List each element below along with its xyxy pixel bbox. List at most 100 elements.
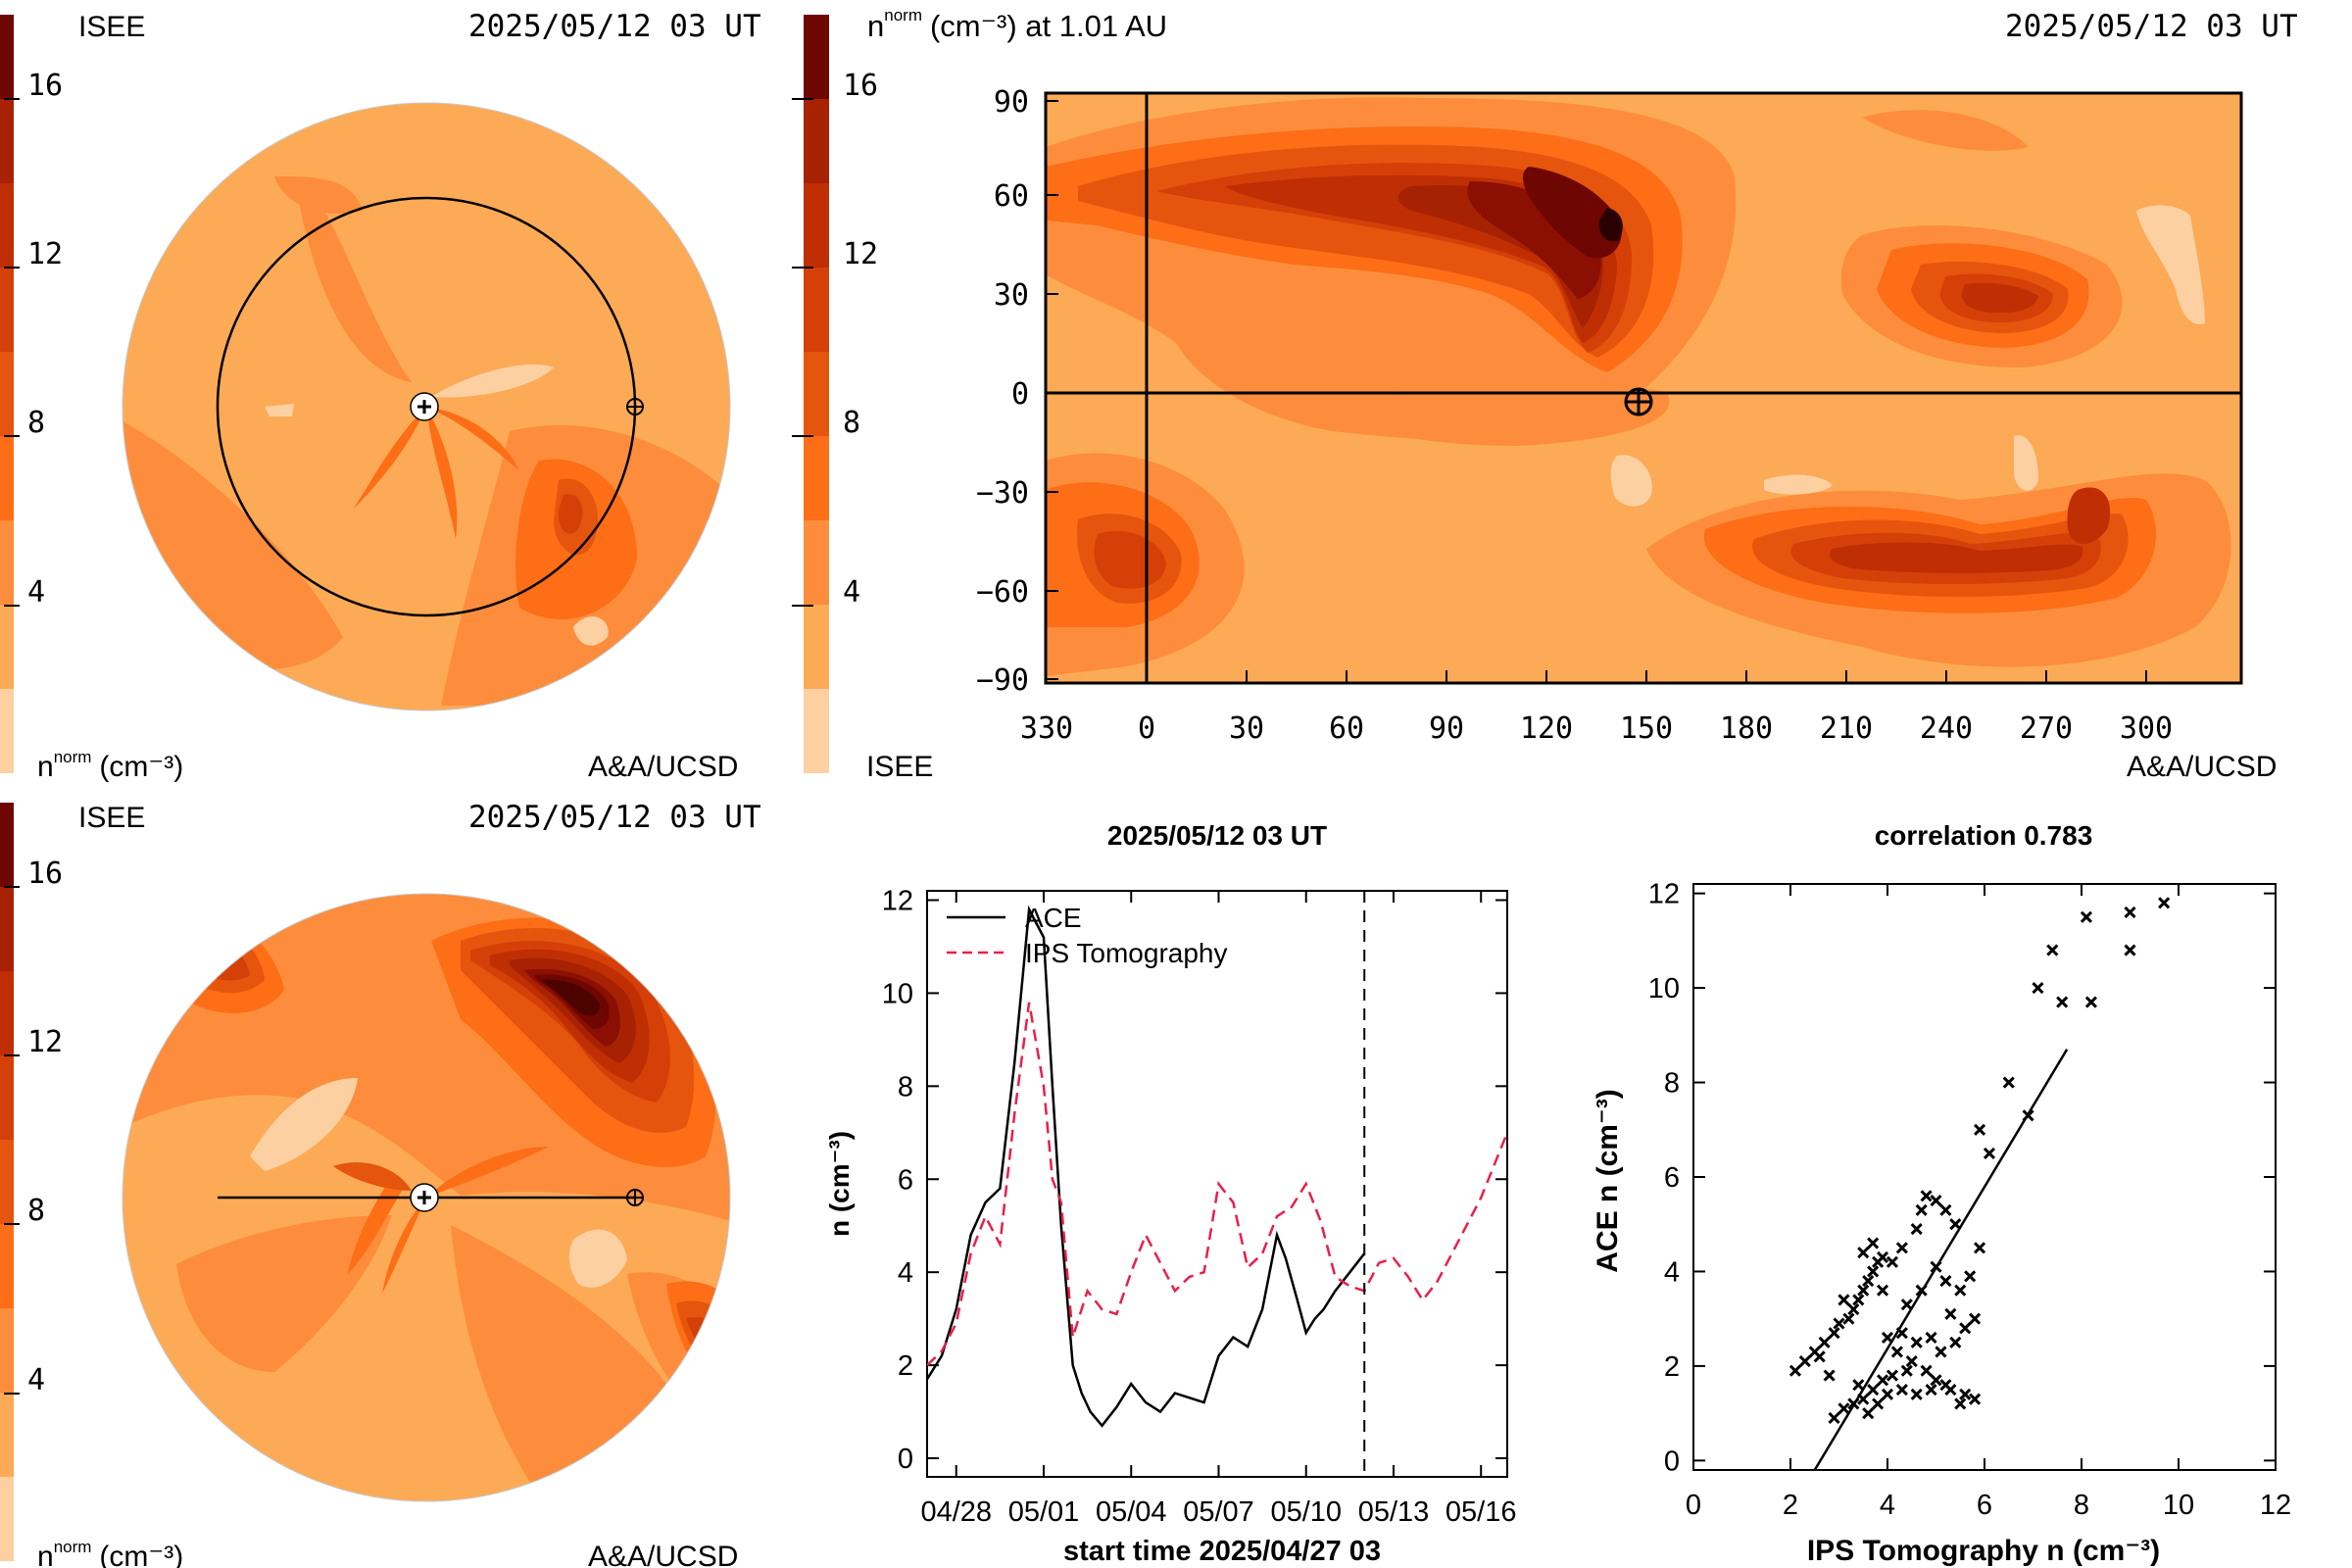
x-axis-label: start time 2025/04/27 03	[1063, 1536, 1381, 1567]
plot-frame	[926, 890, 1508, 1478]
map-axis-ticks	[1046, 100, 2147, 683]
scatter-point	[1788, 1364, 1802, 1377]
scatter-point	[1930, 1374, 1942, 1387]
x-tick-label: 6	[1977, 1490, 1992, 1521]
colorbar-bin	[0, 1224, 14, 1308]
map-frame	[1044, 91, 2243, 685]
colorbar-bin	[0, 1140, 14, 1224]
colorbar-tick: 12	[27, 237, 63, 271]
scatter-point	[1930, 1195, 1942, 1207]
map-date: 2025/05/12 03 UT	[2005, 9, 2298, 44]
scatter-point	[1876, 1250, 1889, 1264]
scatter-point	[1939, 1203, 1952, 1216]
scatter-point	[1910, 1336, 1923, 1348]
x-tick-label: 05/04	[1096, 1496, 1167, 1528]
scatter-point	[1900, 1364, 1913, 1377]
scatter-point	[1920, 1190, 1933, 1202]
scatter-point	[2124, 906, 2136, 918]
colorbar-bin	[0, 971, 14, 1055]
scatter-point	[2084, 996, 2097, 1008]
chart-title: 2025/05/12 03 UT	[1107, 820, 1327, 851]
x-tick-label: 10	[2163, 1490, 2194, 1521]
scatter-point	[1939, 1275, 1952, 1288]
scatter-point	[1900, 1298, 1913, 1311]
scatter-point	[1833, 1317, 1845, 1330]
x-tick-label: 4	[1880, 1490, 1895, 1521]
colorbar-bin	[804, 520, 829, 605]
x-axis: 04/28 05/01 05/04 05/07 05/10 05/13 05/16	[920, 891, 1517, 1528]
colorbar-bin	[804, 268, 829, 352]
x-tick-label: 05/13	[1358, 1496, 1430, 1528]
y-tick-label: 12	[1648, 879, 1680, 910]
panel-top-left: 4 8 12 16 ISEE 2025/05/12 03 UT	[0, 9, 761, 783]
x-axis-label: IPS Tomography n (cm⁻³)	[1807, 1535, 2160, 1567]
y-tick-label: 6	[898, 1164, 913, 1196]
colorbar-tick: 12	[843, 237, 878, 271]
y-tick-label: 12	[882, 885, 913, 916]
scatter-point	[1842, 1312, 1855, 1325]
scatter-point	[1886, 1369, 1899, 1382]
colorbar-bin	[0, 183, 14, 268]
scatter-point	[1881, 1388, 1894, 1400]
scatter-point	[2046, 944, 2059, 956]
scatter-point	[1867, 1383, 1880, 1396]
scatter-point	[1867, 1237, 1880, 1250]
colorbar-tick: 16	[27, 857, 63, 891]
y-tick-label: 8	[898, 1071, 913, 1102]
colorbar-bin	[804, 99, 829, 183]
map-x-tick: 240	[1920, 711, 1973, 746]
scatter-point	[1813, 1350, 1826, 1363]
credit-label: A&A/UCSD	[2127, 751, 2277, 783]
scatter-layer	[1788, 897, 2171, 1425]
map-x-tick: 300	[2120, 711, 2173, 746]
colorbar-bin	[0, 1055, 14, 1140]
colorbar-bin	[0, 605, 14, 689]
y-axis: 0 2 4 6 8 10 12	[1648, 879, 2276, 1477]
scatter-point	[1925, 1383, 1937, 1396]
map-y-tick: 30	[994, 278, 1029, 313]
scatter-point	[2080, 910, 2093, 923]
map-x-tick: 330	[1020, 711, 1073, 746]
scatter-point	[1862, 1407, 1875, 1420]
timeseries-chart: 2025/05/12 03 UT 0 2 4 6 8 10 12 04/28 05/01 05/…	[824, 820, 1517, 1567]
colorbar-bin	[804, 436, 829, 520]
date-label: 2025/05/12 03 UT	[468, 800, 761, 835]
colorbar-bin	[804, 15, 829, 99]
colorbar-bin	[0, 689, 14, 773]
colorbar-bottom-left: 4 8 12 16	[0, 803, 63, 1561]
y-tick-label: 0	[1664, 1446, 1680, 1477]
x-tick-label: 05/10	[1270, 1496, 1342, 1528]
svg-text:nnorm(cm⁻³) at 1.01 AU: nnorm (cm⁻³) at 1.01 AU	[867, 6, 1167, 43]
map-y-tick: −60	[976, 575, 1029, 610]
map-x-tick: 270	[2020, 711, 2073, 746]
map-x-tick: 120	[1520, 711, 1573, 746]
y-tick-label: 0	[898, 1444, 913, 1475]
colorbar-tick: 12	[27, 1025, 63, 1059]
y-tick-label: 10	[1648, 973, 1680, 1004]
scatter-point	[1935, 1346, 1947, 1358]
scatter-point	[1915, 1203, 1928, 1216]
org-label: ISEE	[78, 802, 145, 834]
colorbar-tick: 4	[27, 575, 45, 610]
scatter-point	[1910, 1388, 1923, 1400]
colorbar-tick: 8	[843, 406, 860, 440]
regression-line	[1813, 1049, 2069, 1471]
map-contours	[1046, 93, 2241, 683]
legend-label-ace: ACE	[1025, 903, 1082, 933]
scatter-point	[1876, 1284, 1889, 1297]
x-tick-label: 0	[1686, 1490, 1701, 1521]
scatter-point	[1895, 1383, 1908, 1396]
map-x-tick: 30	[1229, 711, 1264, 746]
scatter-point	[1828, 1327, 1840, 1340]
plot-frame	[1692, 883, 2277, 1471]
scatter-point	[1925, 1331, 1937, 1345]
map-title: n	[867, 9, 884, 43]
scatter-point	[1949, 1218, 1962, 1231]
colorbar-bin	[0, 99, 14, 183]
colorbar-bin	[0, 520, 14, 605]
earth-marker	[626, 398, 644, 416]
scatter-point	[1798, 1355, 1811, 1368]
map-x-tick: 210	[1820, 711, 1873, 746]
date-label: 2025/05/12 03 UT	[468, 9, 761, 44]
y-tick-label: 2	[898, 1350, 913, 1382]
